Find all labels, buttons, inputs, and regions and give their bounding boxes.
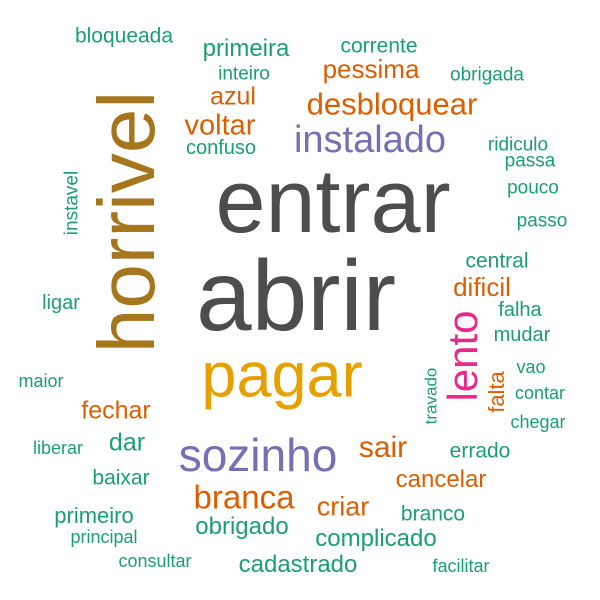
word-cancelar: cancelar bbox=[395, 466, 487, 493]
word-pagar: pagar bbox=[201, 340, 363, 411]
word-voltar: voltar bbox=[184, 109, 256, 142]
word-travado: travado bbox=[421, 367, 441, 425]
word-primeira: primeira bbox=[202, 35, 290, 62]
word-contar: contar bbox=[514, 383, 566, 403]
word-lento: lento bbox=[439, 310, 486, 402]
word-fechar: fechar bbox=[81, 396, 151, 425]
word-sair: sair bbox=[358, 431, 408, 464]
word-errado: errado bbox=[449, 439, 511, 463]
word-chegar: chegar bbox=[510, 412, 566, 432]
word-corrente: corrente bbox=[340, 34, 418, 58]
word-abrir: abrir bbox=[195, 240, 397, 352]
word-ligar: ligar bbox=[42, 292, 80, 314]
word-sozinho: sozinho bbox=[178, 429, 338, 481]
word-ridiculo: ridiculo bbox=[487, 134, 549, 156]
word-facilitar: facilitar bbox=[432, 556, 490, 576]
word-obrigado: obrigado bbox=[195, 513, 289, 540]
word-falta: falta bbox=[484, 371, 509, 413]
word-bloqueada: bloqueada bbox=[74, 24, 174, 48]
word-primeiro: primeiro bbox=[54, 503, 134, 528]
word-falha: falha bbox=[498, 299, 542, 321]
word-instavel: instavel bbox=[61, 170, 83, 236]
word-entrar: entrar bbox=[215, 152, 451, 252]
word-baixar: baixar bbox=[92, 466, 150, 490]
word-azul: azul bbox=[210, 82, 256, 111]
word-passa: passa bbox=[504, 150, 556, 172]
word-complicado: complicado bbox=[315, 525, 437, 552]
word-principal: principal bbox=[70, 527, 138, 547]
word-mudar: mudar bbox=[493, 324, 551, 346]
word-vao: vao bbox=[516, 357, 546, 377]
word-maior: maior bbox=[18, 371, 64, 391]
word-obrigada: obrigada bbox=[450, 64, 524, 86]
word-central: central bbox=[465, 249, 529, 273]
word-inteiro: inteiro bbox=[218, 63, 270, 85]
word-instalado: instalado bbox=[293, 119, 447, 161]
word-desbloquear: desbloquear bbox=[306, 86, 478, 122]
word-consultar: consultar bbox=[118, 551, 192, 571]
word-cadastrado: cadastrado bbox=[238, 551, 358, 578]
word-branca: branca bbox=[193, 478, 295, 516]
word-criar: criar bbox=[316, 491, 370, 522]
word-horrivel: horrivel bbox=[82, 90, 171, 354]
word-pouco: pouco bbox=[507, 177, 559, 199]
word-passo: passo bbox=[516, 210, 568, 232]
word-pessima: pessima bbox=[322, 54, 420, 84]
word-dificil: dificil bbox=[453, 272, 511, 302]
word-branco: branco bbox=[400, 502, 466, 526]
word-dar: dar bbox=[108, 428, 146, 457]
word-confuso: confuso bbox=[185, 137, 257, 159]
word-liberar: liberar bbox=[32, 438, 84, 458]
